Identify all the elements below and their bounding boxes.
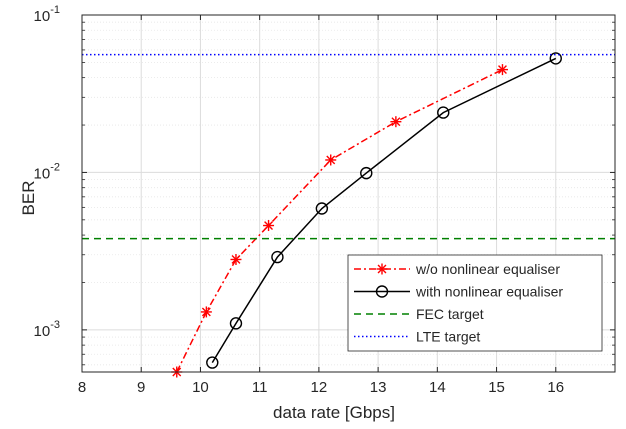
y-tick-label: 10-2 [34, 161, 60, 182]
data-point [360, 166, 373, 180]
x-tick-label: 16 [547, 379, 564, 396]
x-axis-label: data rate [Gbps] [273, 403, 395, 422]
data-point [230, 253, 242, 265]
x-tick-label: 13 [370, 379, 387, 396]
legend-label: FEC target [416, 306, 484, 322]
y-tick-label: 10-1 [34, 4, 60, 25]
data-point [325, 154, 337, 166]
data-point [496, 64, 508, 76]
x-tick-label: 11 [252, 379, 268, 396]
data-point [263, 220, 275, 232]
asterisk-stroke [231, 255, 241, 264]
series-1 [206, 52, 562, 369]
asterisk-stroke [391, 117, 401, 127]
data-point [271, 250, 284, 264]
legend-entry: with nonlinear equaliser [354, 284, 563, 300]
data-point [229, 317, 243, 330]
asterisk-stroke [498, 65, 507, 75]
axis-ticks: 8 9 10 11 12 13 14 15 16 10-3 10-2 10-1 [34, 4, 615, 396]
legend-marker [376, 263, 388, 275]
y-tick-label: 10-3 [34, 319, 60, 340]
legend-label: with nonlinear equaliser [415, 284, 563, 300]
legend-marker [375, 285, 389, 298]
legend-entry: LTE target [354, 329, 480, 345]
x-tick-label: 12 [311, 379, 328, 396]
data-point [549, 52, 562, 65]
x-tick-label: 14 [429, 379, 446, 396]
x-tick-label: 9 [137, 379, 145, 396]
legend-label: LTE target [416, 329, 480, 345]
x-tick-label: 15 [488, 379, 505, 396]
data-point [315, 202, 329, 215]
asterisk-stroke [201, 307, 211, 317]
data-point [200, 306, 212, 318]
data-point [437, 106, 450, 119]
asterisk-stroke [377, 264, 387, 274]
series-line [211, 57, 557, 363]
data-point [206, 356, 219, 369]
plot-frame [81, 14, 616, 373]
x-tick-label: 10 [192, 379, 209, 396]
asterisk-stroke [264, 221, 274, 230]
x-tick-label: 8 [78, 379, 86, 396]
legend-entry: w/o nonlinear equaliser [354, 261, 560, 277]
legend-label: w/o nonlinear equaliser [415, 261, 560, 277]
data-point [390, 116, 402, 128]
legend-box [347, 254, 603, 352]
legend: w/o nonlinear equaliser with nonlinear eq… [347, 254, 603, 352]
legend-entry: FEC target [354, 306, 484, 322]
y-axis-label: BER [19, 181, 38, 216]
asterisk-stroke [326, 155, 336, 165]
